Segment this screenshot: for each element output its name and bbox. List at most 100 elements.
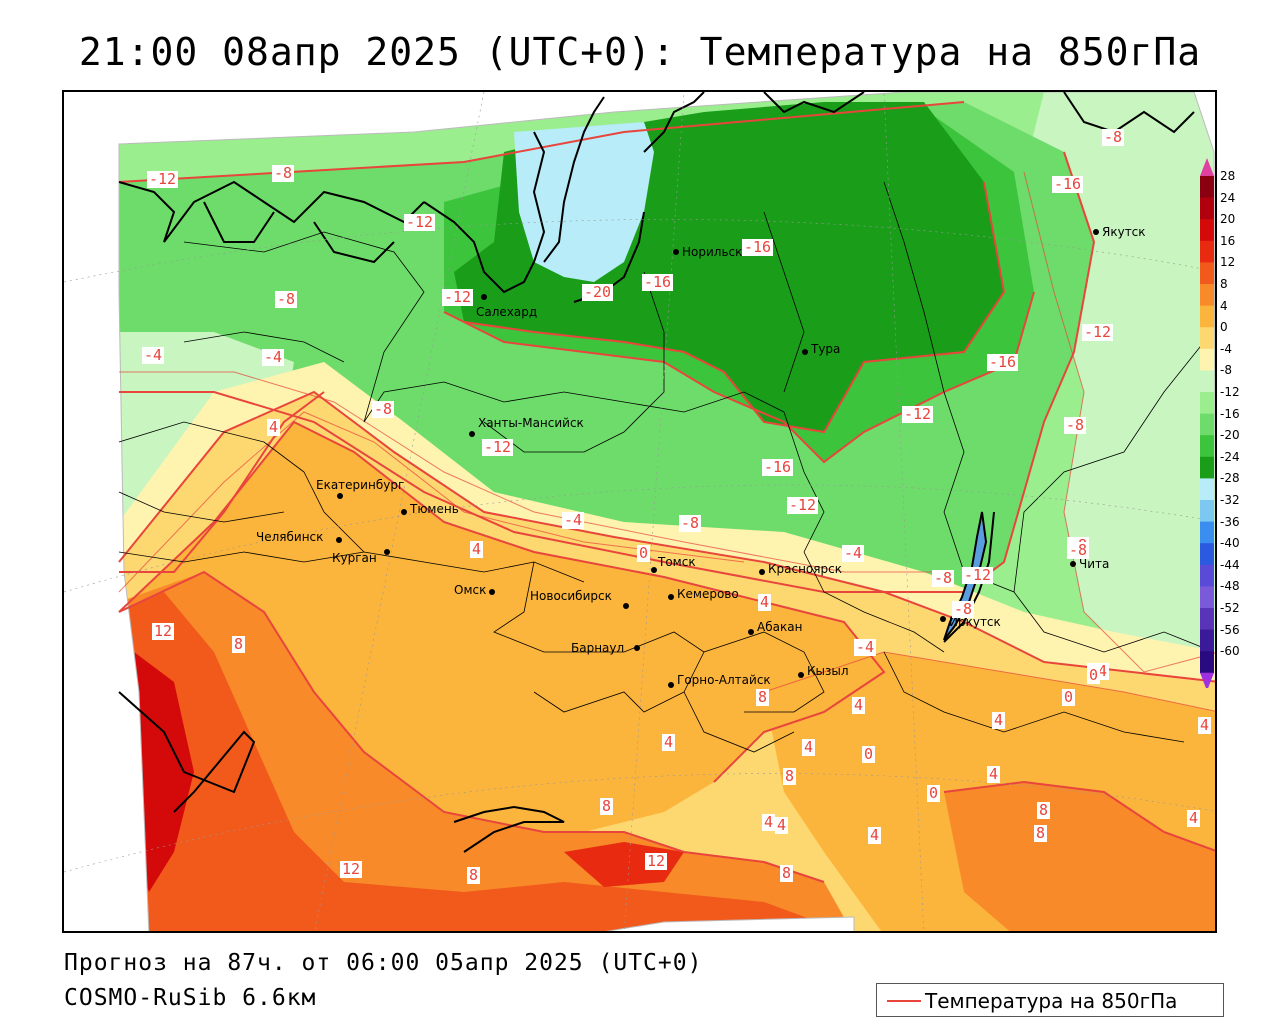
isotherm-label-bg (442, 289, 473, 306)
colorbar-tick-label: -8 (1220, 363, 1232, 378)
isotherm-label: -4 (564, 511, 582, 529)
isotherm-label-bg (758, 594, 771, 611)
colorbar-tick-label: 0 (1220, 320, 1228, 335)
isotherm-label: 4 (804, 738, 813, 756)
isotherm-label-bg (902, 406, 933, 423)
colorbar-swatch (1200, 240, 1214, 263)
isotherm-label-bg (787, 497, 818, 514)
city-tomsk: Томск (657, 555, 696, 569)
city-salekhard: Салехард (476, 305, 537, 319)
map-legend: Температура на 850гПа (876, 983, 1224, 1017)
city-khanty-mansiysk: Ханты-Мансийск (478, 416, 584, 430)
zone-plus12 (119, 592, 854, 931)
city-chelyabinsk: Челябинск (256, 530, 323, 544)
isotherm-label-bg (802, 739, 815, 756)
isotherm-label-bg (762, 814, 775, 831)
colorbar-tick-label: -20 (1220, 428, 1240, 443)
isotherm-label-bg (1082, 324, 1113, 341)
city-tura: Тура (810, 342, 840, 356)
isotherm-label-bg (1034, 825, 1047, 842)
colorbar-tick-label: 4 (1220, 298, 1228, 313)
isotherm-label: -8 (374, 400, 392, 418)
city-yakutsk: Якутск (1102, 225, 1146, 239)
city-markers: Норильск Якутск Салехард Тура Ханты-Манс… (256, 225, 1146, 688)
colorbar-swatch (1200, 456, 1214, 479)
colorbar-tick-label: -32 (1220, 493, 1240, 507)
colorbar-swatch (1200, 327, 1214, 350)
isotherm-label-bg (783, 768, 796, 785)
isotherm-label-bg (962, 567, 993, 584)
isotherm-label-bg (645, 853, 667, 870)
city-novosibirsk: Новосибирск (530, 589, 612, 603)
isotherm-label-bg (562, 512, 584, 529)
city-krasnoyarsk: Красноярск (768, 562, 842, 576)
graticule (64, 92, 1215, 931)
coastline (118, 92, 1195, 303)
colorbar-tick-label: 16 (1220, 233, 1236, 248)
isotherm-label: 4 (472, 540, 481, 558)
colorbar-tick-label: -12 (1220, 385, 1240, 399)
colorbar-swatch (1200, 176, 1214, 199)
isotherm-label: -4 (144, 346, 162, 364)
isotherm-label-bg (232, 636, 245, 653)
isotherm-label-bg (340, 861, 362, 878)
isotherm-label: 8 (1039, 801, 1048, 819)
isotherm-label-bg (762, 459, 793, 476)
isotherm-label: 8 (234, 635, 243, 653)
colorbar-tick-label: 8 (1220, 277, 1228, 291)
isotherm-label-bg (467, 867, 480, 884)
isotherm-label: 4 (1200, 716, 1209, 734)
isotherm-label: 4 (989, 765, 998, 783)
isotherm-label: 0 (929, 784, 938, 802)
colorbar-swatches (1200, 158, 1214, 688)
isotherm-labels: -12 -8-12-12-16-16-20-16-8-12-8-4-4-8-12-… (142, 128, 1211, 884)
isotherm-label-bg (600, 798, 613, 815)
isotherm-label-bg (932, 570, 954, 587)
city-irkutsk: Иркутск (949, 615, 1001, 629)
isotherm-label: -16 (764, 458, 791, 476)
isotherm-label-bg (780, 865, 793, 882)
isotherm-label: 4 (854, 696, 863, 714)
city-kemerovo: Кемерово (677, 587, 739, 601)
colorbar-swatch (1200, 478, 1214, 501)
colorbar-tick-label: -40 (1220, 536, 1240, 551)
city-kyzyl: Кызыл (807, 664, 849, 678)
colorbar-swatch (1200, 219, 1214, 242)
isotherm-label-bg (272, 165, 294, 182)
colorbar-tick-label: 12 (1220, 255, 1236, 270)
isotherm-label-bg (404, 214, 435, 231)
isotherm-label: -4 (264, 348, 282, 366)
isotherm-label: 12 (647, 852, 665, 870)
colorbar-swatch (1200, 392, 1214, 415)
isotherm-label-bg (1037, 802, 1050, 819)
isotherm-label-bg (662, 734, 675, 751)
isotherm-label-bg (992, 712, 1005, 729)
isotherm-label-bg (642, 274, 673, 291)
isotherm-label: -12 (964, 566, 991, 584)
city-kurgan: Курган (332, 551, 377, 565)
isotherm-label: 0 (1064, 688, 1073, 706)
isotherm-label-bg (854, 639, 876, 656)
isotherm-label: -8 (1066, 416, 1084, 434)
colorbar-swatch (1200, 435, 1214, 458)
isotherm-label: 8 (758, 688, 767, 706)
legend-label: Температура на 850гПа (925, 989, 1178, 1013)
isotherm-label-bg (987, 354, 1018, 371)
temperature-map-svg: Норильск Якутск Салехард Тура Ханты-Манс… (64, 92, 1215, 931)
isotherm-label-bg (1187, 810, 1200, 827)
colorbar-swatch (1200, 629, 1214, 652)
isotherm-label: -16 (989, 353, 1016, 371)
colorbar-tick-label: -44 (1220, 557, 1240, 572)
isotherm-label-bg (637, 545, 650, 562)
isotherm-label: -20 (584, 283, 611, 301)
isotherm-label: -8 (274, 164, 292, 182)
isotherm-label-bg (742, 239, 773, 256)
isotherm-label: 8 (1036, 824, 1045, 842)
isotherm-label: 4 (764, 813, 773, 831)
colorbar-tick-label: -28 (1220, 471, 1240, 486)
isotherm-label: -8 (1069, 541, 1087, 559)
isotherm-label: 4 (664, 733, 673, 751)
isotherm-label-bg (1087, 667, 1100, 684)
colorbar-tick-label: -36 (1220, 514, 1240, 529)
isotherm-label: -12 (904, 405, 931, 423)
